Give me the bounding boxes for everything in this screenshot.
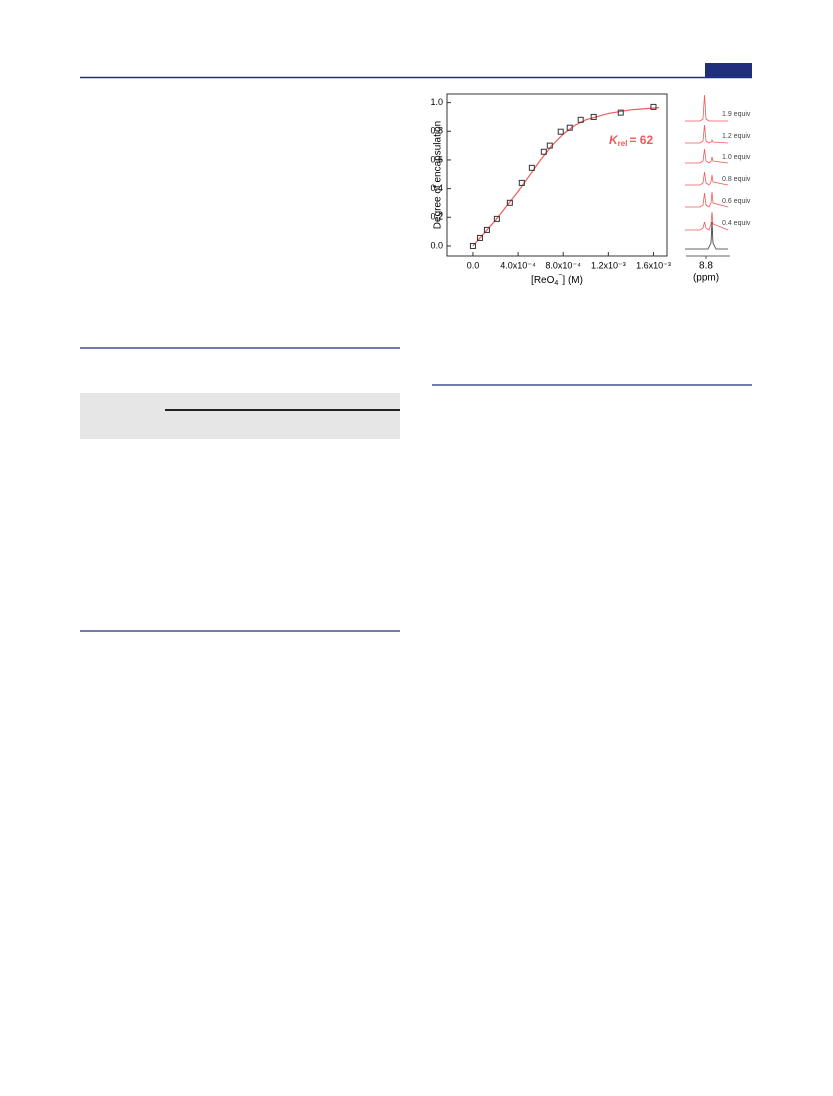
y-tick-label: 0.8 [430, 126, 443, 136]
y-tick-label: 0.6 [430, 154, 443, 164]
data-point [493, 215, 500, 222]
spectrum-label: 0.6 equiv [722, 198, 751, 205]
data-point [590, 113, 597, 120]
spectrum-trace [685, 171, 729, 186]
x-tick-label: 1.6x10⁻³ [636, 260, 671, 270]
page-tab [705, 63, 752, 77]
y-axis-label: Degree of encapsulation [433, 121, 444, 229]
x-label-unit: ] (M) [562, 275, 583, 286]
x-axis-label: [ReO4−] (M) [531, 272, 583, 287]
plot-frame [446, 93, 668, 257]
data-point [617, 109, 624, 116]
data-point [557, 128, 564, 135]
annotation-text: = 62 [629, 133, 653, 147]
spectrum-label: 0.8 equiv [722, 176, 751, 183]
spectrum-label: 1.2 equiv [722, 133, 751, 140]
annotation: Krel = 62 [609, 133, 653, 148]
x-tick-label: 0.0 [467, 260, 480, 270]
x-tick-label: 4.0x10⁻⁴ [500, 260, 536, 270]
chart: Degree of encapsulation [ReO4−] (M) Krel… [430, 93, 671, 287]
x-tick-label: 8.0x10⁻⁴ [545, 260, 581, 270]
ppm-tick-label: 8.8 [699, 261, 713, 272]
spectrum-label: 1.9 equiv [722, 111, 751, 118]
spectra-labels: 1.9 equiv 1.2 equiv 1.0 equiv 0.8 equiv 0.6 … [722, 111, 751, 227]
data-point [518, 179, 525, 186]
x-label-main: [ReO [531, 275, 555, 286]
ppm-axis-label: (ppm) [693, 273, 719, 284]
annotation-symbol: K [609, 133, 619, 147]
data-point [469, 242, 476, 249]
data-point [476, 234, 483, 241]
y-tick-label: 0.4 [430, 183, 443, 193]
spectrum-label: 0.4 equiv [722, 220, 751, 227]
spectrum-trace [685, 191, 729, 208]
y-tick-label: 0.0 [430, 240, 443, 250]
y-tick-label: 0.2 [430, 212, 443, 222]
data-point [546, 142, 553, 149]
spectrum-label: 1.0 equiv [722, 154, 751, 161]
nmr-spectra [685, 94, 730, 259]
data-point [506, 199, 513, 206]
spectrum-trace [685, 221, 728, 250]
x-label-sup: − [558, 272, 562, 279]
data-point [483, 226, 490, 233]
x-label-sub: 4 [554, 280, 558, 287]
spectrum-trace [685, 211, 729, 231]
data-point [577, 116, 584, 123]
spectrum-trace [685, 94, 728, 122]
y-tick-label: 1.0 [430, 97, 443, 107]
spectrum-trace [685, 124, 729, 144]
data-point [540, 148, 547, 155]
data-point [528, 164, 535, 171]
data-point [650, 103, 657, 110]
x-tick-label: 1.2x10⁻³ [591, 260, 626, 270]
spectrum-trace [685, 148, 729, 164]
table-header [80, 393, 400, 439]
annotation-sub: rel [618, 139, 628, 148]
data-point [566, 124, 573, 131]
